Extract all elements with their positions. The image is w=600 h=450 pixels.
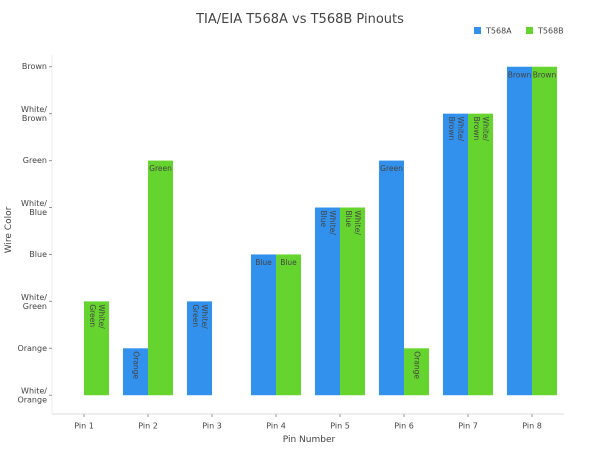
legend-swatch (526, 27, 533, 34)
legend-label: T568A (485, 27, 512, 36)
x-tick-label: Pin 1 (74, 422, 94, 431)
value-label: Orange (413, 351, 422, 379)
x-tick-label: Pin 3 (202, 422, 222, 431)
legend-swatch (474, 27, 481, 34)
value-label: White/Green (191, 304, 209, 329)
x-tick-label: Pin 4 (266, 422, 286, 431)
y-tick-label: Brown (22, 62, 47, 71)
chart-title: TIA/EIA T568A vs T568B Pinouts (195, 12, 404, 27)
value-label: Brown (533, 70, 557, 79)
y-axis-title: Wire Color (4, 206, 14, 253)
bar (148, 160, 173, 396)
y-tick-label: White/Brown (21, 105, 47, 123)
bar (315, 207, 340, 396)
value-label: White/Brown (447, 117, 465, 142)
y-tick-label: Blue (29, 250, 47, 259)
bar (251, 254, 276, 396)
y-tick-label: White/Orange (17, 386, 47, 404)
value-label: Blue (255, 258, 272, 267)
value-label: Blue (280, 258, 297, 267)
value-label: Green (149, 164, 172, 173)
x-tick-label: Pin 6 (394, 422, 414, 431)
value-label: White/Green (88, 304, 106, 329)
bar (187, 301, 212, 396)
y-tick-label: White/Green (21, 292, 47, 310)
bar (468, 113, 493, 396)
value-label: Brown (508, 70, 532, 79)
bar (276, 254, 301, 396)
y-tick-label: Orange (17, 344, 47, 353)
bar (443, 113, 468, 396)
y-tick-label: Green (23, 156, 47, 165)
bar (379, 160, 404, 396)
x-tick-label: Pin 5 (330, 422, 350, 431)
bar (532, 66, 557, 396)
legend-label: T568B (537, 27, 564, 36)
bar (404, 348, 429, 396)
y-tick-label: White/Blue (21, 199, 47, 217)
bar (340, 207, 365, 396)
x-tick-label: Pin 2 (138, 422, 158, 431)
x-tick-label: Pin 8 (522, 422, 542, 431)
value-label: Green (380, 164, 403, 173)
bar (123, 348, 148, 396)
value-label: Orange (132, 351, 141, 379)
value-label: White/Blue (319, 211, 337, 236)
bar (507, 66, 532, 396)
value-label: White/Brown (472, 117, 490, 142)
value-label: White/Blue (344, 211, 362, 236)
x-tick-label: Pin 7 (458, 422, 478, 431)
x-axis-title: Pin Number (283, 435, 336, 445)
bar (84, 301, 109, 396)
